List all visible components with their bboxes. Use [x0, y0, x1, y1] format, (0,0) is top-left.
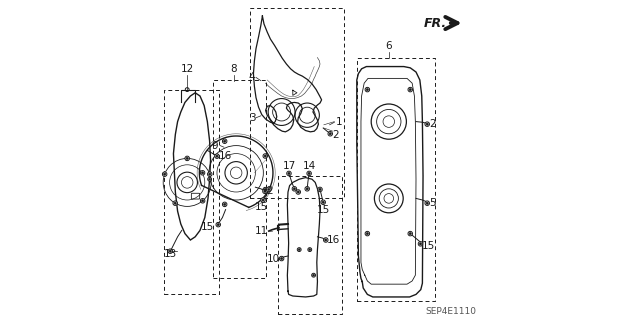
Circle shape [223, 202, 227, 207]
Text: 3: 3 [249, 113, 255, 123]
Circle shape [280, 256, 284, 261]
Text: 2: 2 [429, 119, 435, 129]
Circle shape [216, 222, 220, 227]
Circle shape [262, 199, 264, 201]
Text: 12: 12 [180, 64, 194, 74]
Circle shape [223, 139, 227, 143]
Circle shape [366, 89, 369, 91]
Circle shape [164, 173, 166, 175]
Circle shape [308, 249, 311, 251]
Circle shape [408, 87, 413, 92]
Circle shape [264, 190, 266, 193]
Circle shape [200, 171, 205, 175]
Circle shape [293, 188, 296, 190]
Text: 11: 11 [255, 226, 268, 236]
Circle shape [216, 155, 218, 157]
Circle shape [308, 172, 310, 175]
Circle shape [296, 190, 301, 194]
Circle shape [280, 257, 283, 260]
Circle shape [223, 140, 226, 142]
Circle shape [425, 201, 429, 205]
Circle shape [305, 187, 310, 191]
Circle shape [223, 203, 226, 205]
Circle shape [287, 171, 291, 176]
Circle shape [313, 274, 315, 276]
Circle shape [209, 173, 211, 175]
Circle shape [321, 200, 326, 204]
Circle shape [408, 231, 413, 236]
Circle shape [425, 122, 429, 126]
Text: 6: 6 [385, 41, 392, 51]
Circle shape [263, 189, 268, 194]
Circle shape [308, 248, 312, 252]
Circle shape [207, 177, 211, 181]
Text: 1: 1 [335, 116, 342, 127]
Circle shape [163, 172, 167, 176]
Circle shape [173, 201, 177, 205]
Circle shape [263, 154, 268, 158]
Circle shape [217, 223, 220, 226]
Circle shape [288, 172, 290, 175]
Circle shape [328, 132, 333, 136]
Circle shape [268, 188, 270, 191]
Circle shape [263, 188, 268, 192]
Circle shape [207, 172, 212, 176]
Text: 10: 10 [266, 253, 280, 264]
Circle shape [324, 239, 327, 241]
Circle shape [261, 198, 266, 202]
Circle shape [209, 178, 211, 180]
Circle shape [322, 201, 324, 204]
Circle shape [366, 232, 369, 235]
Circle shape [306, 188, 308, 190]
Text: 8: 8 [230, 64, 237, 74]
Circle shape [202, 200, 204, 202]
Circle shape [365, 87, 370, 92]
Circle shape [174, 202, 177, 204]
Circle shape [426, 123, 428, 125]
Circle shape [185, 156, 189, 161]
Circle shape [264, 188, 266, 191]
Circle shape [186, 88, 189, 92]
Text: 16: 16 [219, 151, 232, 161]
Text: 15: 15 [422, 241, 435, 251]
Text: SEP4E1110: SEP4E1110 [425, 307, 476, 316]
Text: 13: 13 [164, 249, 177, 260]
Text: 17: 17 [282, 161, 296, 171]
Text: 15: 15 [317, 205, 330, 215]
Circle shape [168, 249, 173, 253]
Circle shape [214, 154, 219, 158]
Text: 2: 2 [332, 130, 339, 140]
Circle shape [319, 188, 321, 191]
Circle shape [267, 187, 271, 192]
Circle shape [202, 172, 204, 174]
Text: FR.: FR. [424, 17, 447, 29]
Circle shape [323, 238, 328, 242]
Circle shape [297, 248, 301, 252]
Circle shape [419, 242, 422, 246]
Text: 15: 15 [200, 221, 214, 232]
Text: 9: 9 [212, 140, 218, 151]
Text: 15: 15 [255, 202, 268, 212]
Circle shape [186, 157, 188, 160]
Text: 4: 4 [249, 72, 255, 83]
Text: 16: 16 [327, 235, 340, 245]
Circle shape [169, 250, 172, 252]
Text: 5: 5 [429, 198, 435, 208]
Circle shape [298, 249, 300, 251]
Circle shape [426, 202, 428, 204]
Circle shape [297, 191, 300, 193]
Circle shape [317, 187, 323, 192]
Circle shape [419, 243, 422, 245]
Circle shape [312, 273, 316, 277]
Circle shape [200, 198, 205, 203]
Circle shape [264, 155, 266, 157]
Circle shape [292, 187, 297, 191]
Text: 14: 14 [303, 161, 316, 171]
Circle shape [365, 231, 370, 236]
Text: 2: 2 [266, 186, 273, 196]
Circle shape [409, 232, 412, 235]
Circle shape [307, 171, 312, 176]
Circle shape [409, 89, 412, 91]
Circle shape [329, 133, 332, 135]
